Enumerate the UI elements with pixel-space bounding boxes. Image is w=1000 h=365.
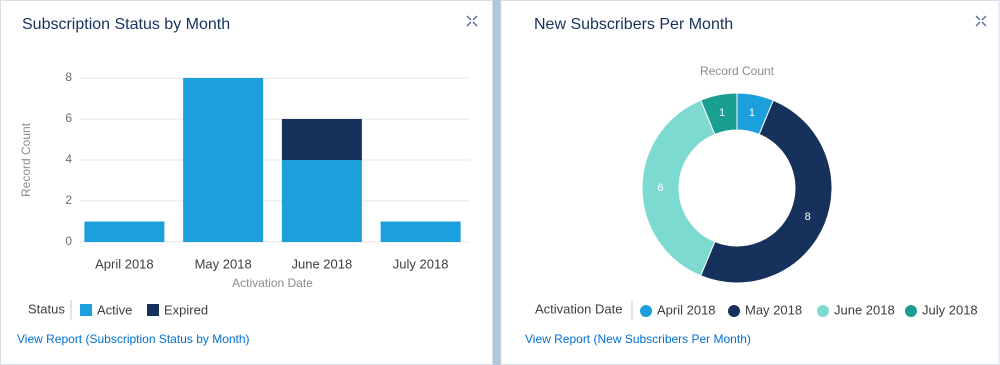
slice-label: 8 [805, 211, 811, 223]
y-tick-label: 2 [65, 193, 72, 207]
x-tick-label: June 2018 [292, 256, 353, 271]
view-report-link[interactable]: View Report (New Subscribers Per Month) [525, 332, 751, 346]
expand-icon[interactable] [975, 15, 987, 27]
x-tick-label: April 2018 [95, 256, 154, 271]
bar-segment [84, 221, 165, 242]
legend-swatch [147, 304, 159, 316]
bar-segment [183, 78, 264, 242]
expand-icon[interactable] [466, 15, 478, 27]
bar-segment [281, 160, 362, 242]
legend-label: June 2018 [834, 302, 895, 317]
slice-label: 1 [719, 107, 725, 119]
divider [493, 0, 501, 365]
slice-label: 6 [657, 182, 663, 194]
legend-swatch [817, 305, 829, 317]
bar-segment [380, 221, 461, 242]
legend-swatch [640, 305, 652, 317]
y-tick-label: 4 [65, 152, 72, 166]
legend-title: Activation Date [535, 301, 622, 316]
chart-subtitle: Record Count [700, 64, 775, 78]
y-tick-label: 8 [65, 70, 72, 84]
chart-title: Subscription Status by Month [22, 16, 230, 33]
legend-label: May 2018 [745, 302, 802, 317]
chart-title: New Subscribers Per Month [534, 16, 733, 33]
legend-label: Active [97, 302, 132, 317]
legend-label: Expired [164, 302, 208, 317]
y-tick-label: 0 [65, 234, 72, 248]
legend-title: Status [28, 301, 65, 316]
x-axis-label: Activation Date [232, 276, 313, 290]
donut-slice [699, 92, 738, 136]
x-tick-label: July 2018 [393, 256, 449, 271]
right-panel [500, 0, 1000, 365]
y-axis-label: Record Count [19, 122, 33, 197]
y-tick-label: 6 [65, 111, 72, 125]
donut-slice [641, 99, 716, 277]
legend-swatch [80, 304, 92, 316]
legend-swatch [728, 305, 740, 317]
slice-label: 1 [749, 107, 755, 119]
legend-swatch [905, 305, 917, 317]
view-report-link[interactable]: View Report (Subscription Status by Mont… [17, 332, 250, 346]
legend-label: April 2018 [657, 302, 716, 317]
x-tick-label: May 2018 [195, 256, 252, 271]
bar-segment [281, 119, 362, 160]
donut-slice [699, 99, 833, 284]
legend-label: July 2018 [922, 302, 978, 317]
